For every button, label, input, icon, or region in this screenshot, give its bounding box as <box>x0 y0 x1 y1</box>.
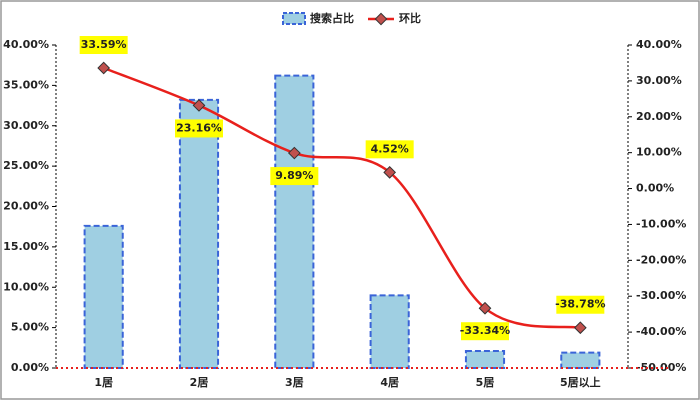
y-tick-label: 40.00% <box>3 38 49 51</box>
y-tick-label: 35.00% <box>3 78 49 91</box>
y-tick-label: 30.00% <box>3 119 49 132</box>
label-bg <box>365 140 414 159</box>
label-bg <box>461 322 509 341</box>
bar <box>274 74 315 369</box>
y2-tick-label: 0.00% <box>636 182 674 195</box>
legend-swatch <box>282 12 306 25</box>
marker <box>287 146 301 160</box>
x-tick-label: 2居 <box>190 376 209 389</box>
y2-tick-label: -10.00% <box>636 217 686 230</box>
y-tick-label: 15.00% <box>3 240 49 253</box>
x-tick-label: 4居 <box>380 376 399 389</box>
data-label: 9.89% <box>275 169 313 182</box>
y2-tick-label: 20.00% <box>636 110 682 123</box>
y2-tick-label: -20.00% <box>636 253 686 266</box>
x-tick-label: 5居 <box>476 376 495 389</box>
bar <box>560 351 601 370</box>
y2-tick-label: 30.00% <box>636 74 682 87</box>
data-label: -33.34% <box>460 324 510 337</box>
x-tick-label: 5居以上 <box>560 375 601 389</box>
bar <box>369 294 410 370</box>
x-tick-label: 3居 <box>285 376 304 389</box>
legend-label: 搜索占比 <box>310 11 354 25</box>
y2-tick-label: 10.00% <box>636 146 682 159</box>
y2-tick-label: 40.00% <box>636 38 682 51</box>
bar <box>83 224 124 369</box>
y2-tick-label: -40.00% <box>636 325 686 338</box>
marker <box>383 165 397 179</box>
x-tick-label: 1居 <box>94 376 113 389</box>
bar <box>178 98 220 369</box>
label-bg <box>556 295 605 314</box>
marker <box>192 99 206 112</box>
y2-tick-label: -30.00% <box>636 289 686 302</box>
y-tick-label: 25.00% <box>3 159 49 172</box>
data-label: 33.59% <box>81 38 127 51</box>
data-label: 23.16% <box>176 121 222 134</box>
bar <box>464 350 506 370</box>
marker <box>573 321 587 335</box>
y-tick-label: 0.00% <box>11 361 49 374</box>
label-bg <box>270 167 319 186</box>
legend-label: 环比 <box>399 11 421 25</box>
marker <box>97 61 111 75</box>
data-label: -38.78% <box>555 298 605 311</box>
y-tick-label: 20.00% <box>3 200 49 213</box>
legend-marker <box>374 12 388 26</box>
marker <box>478 301 492 315</box>
data-label: 4.52% <box>371 142 409 155</box>
y-tick-label: 5.00% <box>11 321 49 334</box>
y-tick-label: 10.00% <box>3 280 49 293</box>
line <box>103 66 581 329</box>
label-bg <box>79 36 128 55</box>
label-bg <box>175 119 223 138</box>
